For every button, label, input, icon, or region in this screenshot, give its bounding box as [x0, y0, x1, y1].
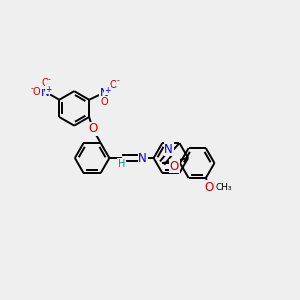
Text: O: O: [109, 80, 117, 90]
Text: CH₃: CH₃: [216, 183, 232, 192]
Text: -: -: [48, 75, 51, 84]
Text: N: N: [138, 152, 147, 164]
Text: N: N: [40, 86, 50, 99]
Text: H: H: [118, 159, 125, 169]
Text: N: N: [164, 142, 173, 156]
Text: +: +: [104, 86, 111, 95]
Text: O: O: [100, 97, 108, 106]
Text: -: -: [30, 84, 33, 93]
Text: -: -: [116, 76, 119, 85]
Text: O: O: [42, 78, 50, 88]
Text: O: O: [170, 160, 179, 172]
Text: O: O: [205, 181, 214, 194]
Text: N: N: [100, 87, 108, 100]
Text: O: O: [88, 122, 97, 135]
Text: +: +: [45, 85, 52, 94]
Text: O: O: [32, 87, 40, 97]
